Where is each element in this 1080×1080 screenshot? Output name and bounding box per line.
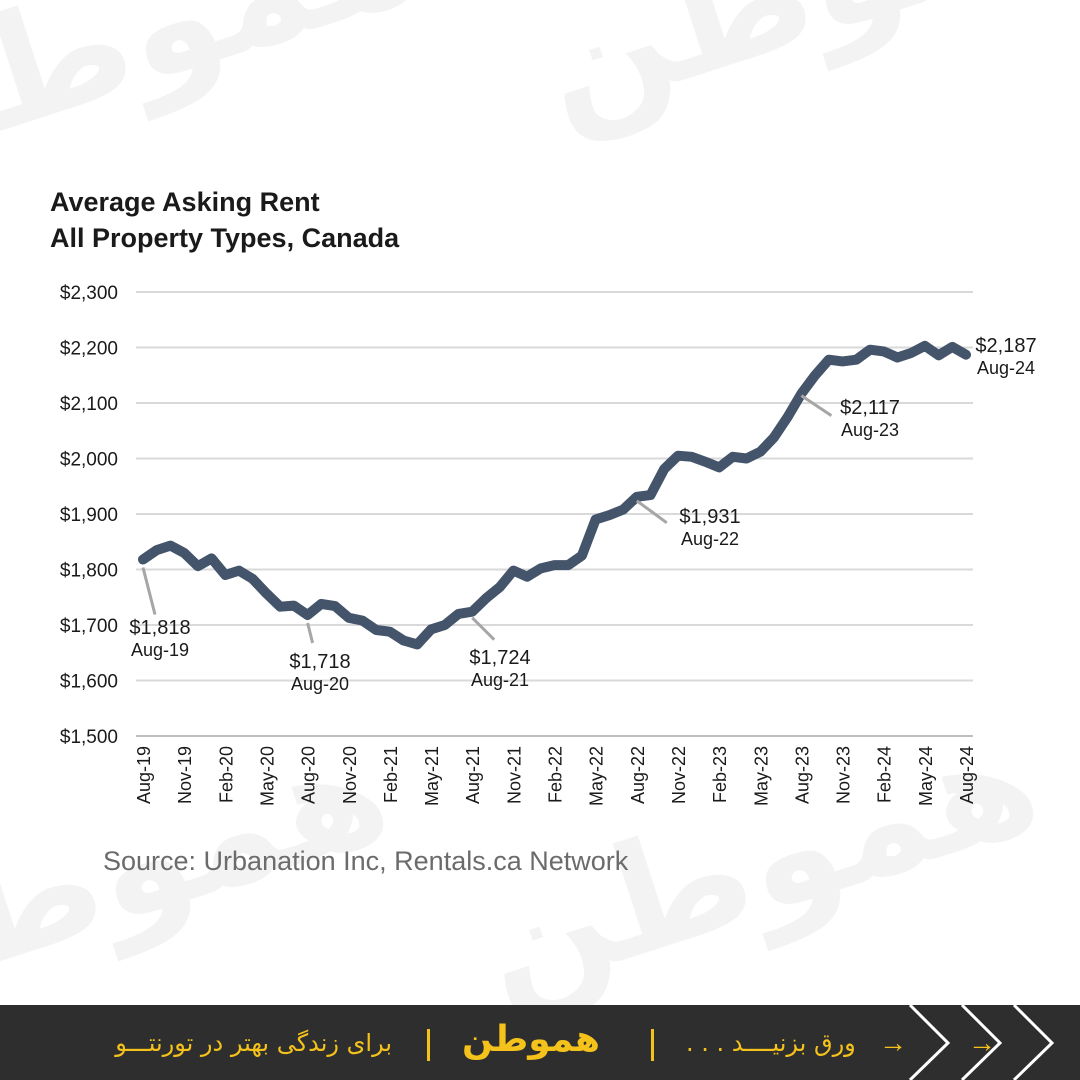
x-tick-label: May-23 <box>751 746 771 806</box>
annotation-date-label: Aug-24 <box>977 358 1035 378</box>
chart-title-line-2: All Property Types, Canada <box>50 223 400 253</box>
annotation-date-label: Aug-23 <box>841 420 899 440</box>
annotation-leader-line <box>800 394 833 417</box>
annotation-value-label: $1,724 <box>469 647 530 669</box>
x-tick-label: Aug-19 <box>134 746 154 804</box>
chart-title: Average Asking Rent All Property Types, … <box>50 184 399 256</box>
x-tick-label: Aug-24 <box>957 746 977 804</box>
x-tick-label: Feb-20 <box>216 746 236 803</box>
annotation-value-label: $1,718 <box>289 651 350 673</box>
y-tick-label: $1,700 <box>60 616 118 637</box>
annotation-date-label: Aug-21 <box>471 670 529 690</box>
x-tick-label: Feb-23 <box>710 746 730 803</box>
annotation-date-label: Aug-20 <box>291 674 349 694</box>
y-tick-label: $1,600 <box>60 672 118 693</box>
annotation-date-label: Aug-19 <box>131 640 189 660</box>
footer-separator <box>651 1029 654 1061</box>
x-tick-label: Aug-23 <box>792 746 812 804</box>
x-tick-label: May-20 <box>257 746 277 806</box>
x-tick-label: Aug-20 <box>299 746 319 804</box>
x-tick-label: Nov-23 <box>834 746 854 804</box>
x-tick-label: May-24 <box>916 746 936 806</box>
annotation-leader-line <box>471 616 496 641</box>
x-tick-label: Nov-19 <box>175 746 195 804</box>
x-tick-label: Nov-20 <box>340 746 360 804</box>
x-tick-label: May-22 <box>587 746 607 806</box>
annotation-date-label: Aug-22 <box>681 529 739 549</box>
footer-logo: هموطن <box>462 1019 600 1060</box>
annotation-value-label: $1,818 <box>129 617 190 639</box>
x-tick-label: Nov-21 <box>504 746 524 804</box>
y-tick-label: $1,500 <box>60 727 118 748</box>
chart-title-line-1: Average Asking Rent <box>50 187 320 217</box>
x-tick-label: Feb-21 <box>381 746 401 803</box>
chevrons-icon <box>908 1005 1055 1080</box>
series-line <box>138 340 971 650</box>
annotation-value-label: $1,931 <box>679 506 740 528</box>
annotation-leader-line <box>141 567 157 615</box>
y-tick-label: $2,000 <box>60 450 118 471</box>
y-tick-label: $1,900 <box>60 505 118 526</box>
footer-separator <box>427 1029 430 1061</box>
x-tick-label: Aug-21 <box>463 746 483 804</box>
x-tick-label: Feb-24 <box>875 746 895 803</box>
x-tick-label: May-21 <box>422 746 442 806</box>
y-tick-label: $1,800 <box>60 561 118 582</box>
y-tick-label: $2,300 <box>60 283 118 304</box>
x-tick-label: Aug-22 <box>628 746 648 804</box>
footer-bar: برای زندگی بهتر در تورنتـــو هموطن → ورق… <box>0 1005 1080 1080</box>
arrow-right-icon: → <box>968 1027 996 1058</box>
x-tick-label: Feb-22 <box>546 746 566 803</box>
annotation-value-label: $2,117 <box>840 397 900 419</box>
line-chart: $1,500 $1,600 $1,700 $1,800 $1,900 $2,000 $2,1… <box>60 283 1037 806</box>
annotation-value-label: $2,187 <box>975 335 1036 357</box>
annotation-leader-line <box>306 622 315 644</box>
annotation-leader-line <box>635 499 668 525</box>
x-tick-label: Nov-22 <box>669 746 689 804</box>
source-note: Source: Urbanation Inc, Rentals.ca Netwo… <box>103 846 629 876</box>
y-tick-label: $2,100 <box>60 394 118 415</box>
y-tick-label: $2,200 <box>60 339 118 360</box>
footer-tagline: برای زندگی بهتر در تورنتـــو <box>115 1029 392 1057</box>
footer-swipe-hint: ورق بزنیــــد . . . <box>686 1029 856 1057</box>
arrow-right-icon: → <box>879 1027 907 1058</box>
